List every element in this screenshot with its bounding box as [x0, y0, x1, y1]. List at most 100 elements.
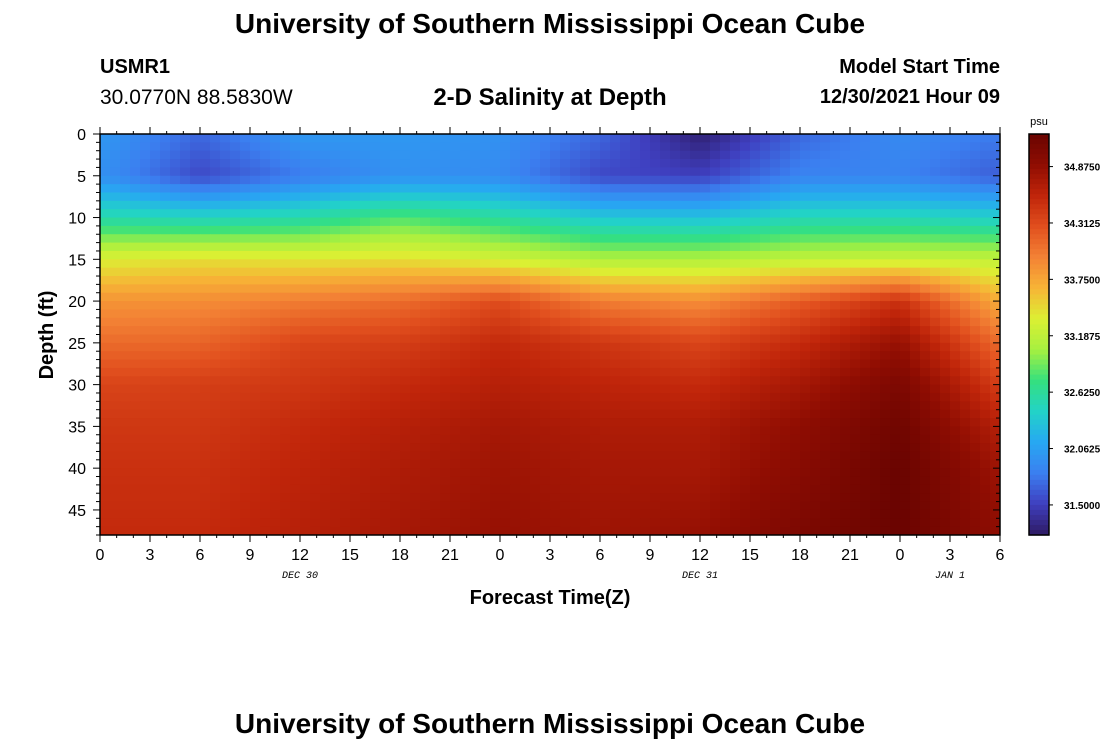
- heatmap-cell: [420, 267, 431, 277]
- heatmap-cell: [500, 359, 511, 369]
- heatmap-cell: [480, 326, 491, 336]
- heatmap-cell: [380, 184, 391, 194]
- heatmap-cell: [990, 426, 1000, 436]
- heatmap-cell: [200, 468, 211, 478]
- heatmap-cell: [670, 493, 681, 503]
- heatmap-cell: [620, 326, 631, 336]
- heatmap-cell: [560, 317, 571, 327]
- heatmap-cell: [480, 142, 491, 152]
- heatmap-cell: [450, 392, 461, 402]
- heatmap-cell: [640, 342, 651, 352]
- heatmap-cell: [890, 292, 901, 302]
- heatmap-cell: [330, 142, 341, 152]
- heatmap-cell: [100, 292, 111, 302]
- heatmap-cell: [540, 518, 551, 528]
- heatmap-cell: [660, 509, 671, 519]
- heatmap-cell: [610, 292, 621, 302]
- heatmap-cell: [680, 484, 691, 494]
- heatmap-cell: [220, 468, 231, 478]
- heatmap-cell: [950, 317, 961, 327]
- heatmap-cell: [710, 209, 721, 219]
- heatmap-cell: [890, 259, 901, 269]
- heatmap-cell: [960, 468, 971, 478]
- heatmap-cell: [460, 484, 471, 494]
- heatmap-cell: [750, 501, 761, 511]
- heatmap-cell: [800, 242, 811, 252]
- heatmap-cell: [120, 317, 131, 327]
- heatmap-cell: [400, 326, 411, 336]
- heatmap-cell: [350, 526, 361, 535]
- heatmap-cell: [740, 192, 751, 202]
- heatmap-cell: [500, 426, 511, 436]
- heatmap-cell: [980, 234, 991, 244]
- heatmap-cell: [430, 184, 441, 194]
- colorbar-segment: [1029, 149, 1049, 155]
- heatmap-cell: [440, 468, 451, 478]
- heatmap-cell: [980, 434, 991, 444]
- heatmap-cell: [810, 317, 821, 327]
- heatmap-cell: [140, 376, 151, 386]
- heatmap-cell: [300, 150, 311, 160]
- heatmap-cell: [320, 292, 331, 302]
- heatmap-cell: [170, 134, 181, 143]
- heatmap-cell: [980, 301, 991, 311]
- heatmap-cell: [930, 342, 941, 352]
- heatmap-cell: [610, 468, 621, 478]
- heatmap-cell: [620, 142, 631, 152]
- heatmap-cell: [420, 250, 431, 260]
- heatmap-cell: [630, 468, 641, 478]
- heatmap-cell: [220, 509, 231, 519]
- heatmap-cell: [230, 192, 241, 202]
- heatmap-cell: [980, 267, 991, 277]
- heatmap-cell: [410, 209, 421, 219]
- heatmap-cell: [730, 209, 741, 219]
- heatmap-cell: [260, 401, 271, 411]
- heatmap-cell: [390, 434, 401, 444]
- heatmap-cell: [520, 259, 531, 269]
- heatmap-cell: [310, 526, 321, 535]
- heatmap-cell: [230, 292, 241, 302]
- heatmap-cell: [110, 317, 121, 327]
- heatmap-cell: [980, 451, 991, 461]
- heatmap-cell: [240, 134, 251, 143]
- heatmap-cell: [200, 317, 211, 327]
- heatmap-cell: [390, 359, 401, 369]
- heatmap-cell: [320, 526, 331, 535]
- heatmap-cell: [870, 401, 881, 411]
- heatmap-cell: [450, 376, 461, 386]
- heatmap-cell: [290, 242, 301, 252]
- heatmap-cell: [320, 426, 331, 436]
- heatmap-cell: [310, 401, 321, 411]
- heatmap-cell: [680, 284, 691, 294]
- heatmap-cell: [230, 150, 241, 160]
- heatmap-cell: [270, 326, 281, 336]
- heatmap-cell: [700, 367, 711, 377]
- heatmap-cell: [950, 418, 961, 427]
- y-tick-label: 5: [77, 169, 86, 186]
- heatmap-cell: [130, 376, 141, 386]
- heatmap-cell: [510, 392, 521, 402]
- heatmap-cell: [350, 184, 361, 194]
- heatmap-cell: [720, 468, 731, 478]
- heatmap-cell: [160, 493, 171, 503]
- heatmap-cell: [390, 426, 401, 436]
- heatmap-cell: [220, 518, 231, 528]
- heatmap-cell: [510, 518, 521, 528]
- heatmap-cell: [670, 167, 681, 177]
- heatmap-cell: [300, 501, 311, 511]
- heatmap-cell: [680, 501, 691, 511]
- heatmap-cell: [620, 259, 631, 269]
- heatmap-cell: [150, 434, 161, 444]
- heatmap-cell: [540, 192, 551, 202]
- heatmap-cell: [360, 484, 371, 494]
- heatmap-cell: [500, 501, 511, 511]
- heatmap-cell: [740, 276, 751, 285]
- heatmap-cell: [430, 192, 441, 202]
- heatmap-cell: [790, 309, 801, 319]
- heatmap-cell: [430, 276, 441, 285]
- heatmap-cell: [270, 142, 281, 152]
- heatmap-cell: [830, 451, 841, 461]
- heatmap-cell: [100, 192, 111, 202]
- colorbar-label: 31.5000: [1064, 501, 1100, 512]
- x-tick-label: 15: [741, 547, 759, 564]
